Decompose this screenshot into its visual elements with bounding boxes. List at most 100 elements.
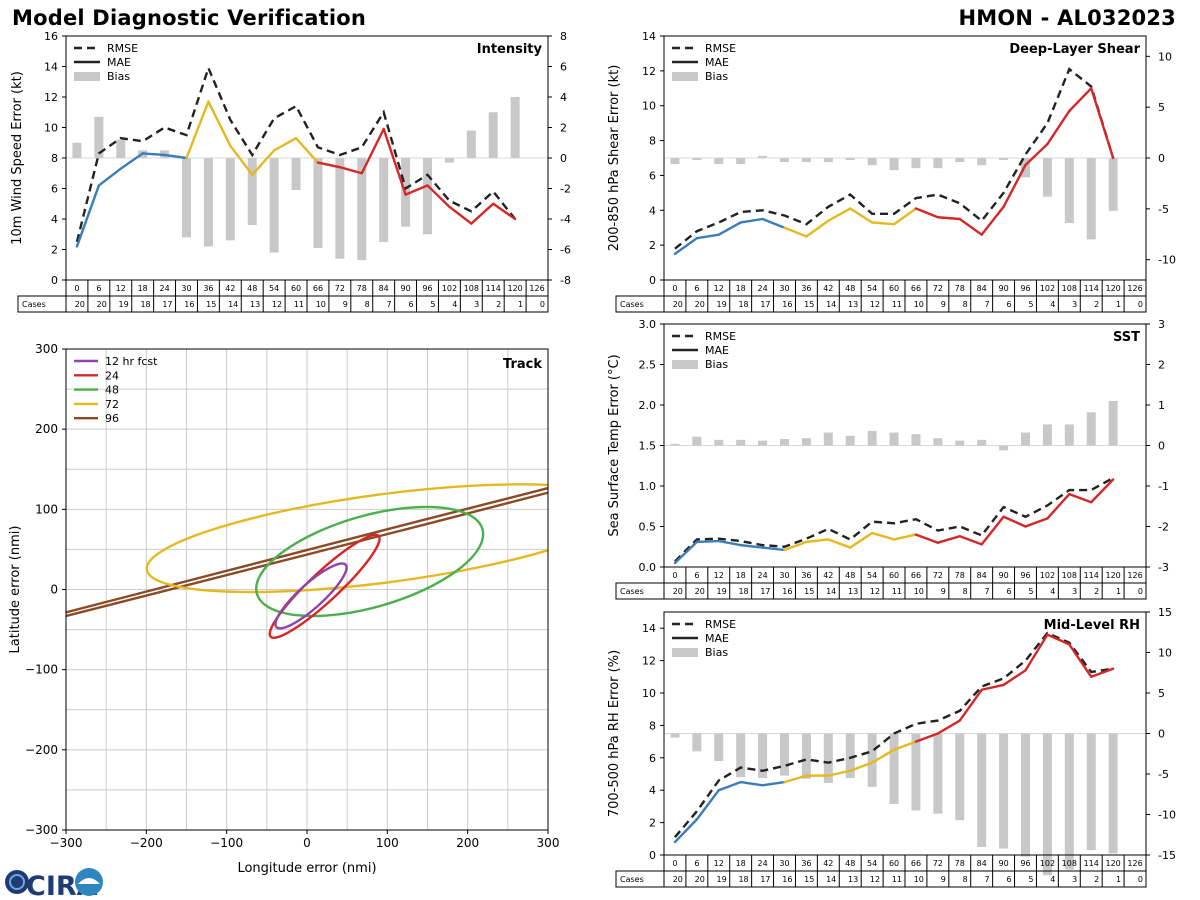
sst-cases-cell: 5	[1028, 587, 1033, 596]
shear-y2tick-label: 5	[1158, 101, 1165, 114]
shear-bias-bar	[801, 158, 811, 163]
rh-leadtime-cell: 84	[977, 859, 987, 868]
intensity-mae-segment	[119, 152, 144, 170]
shear-bias-bar	[867, 158, 877, 166]
sst-mae-segment	[980, 515, 1005, 546]
rh-cases-cell: 17	[760, 875, 770, 884]
sst-cases-cell: 8	[963, 587, 968, 596]
sst-bias-bar	[955, 440, 965, 446]
intensity-mae-segment	[492, 202, 517, 221]
rh-leadtime-cell: 42	[823, 859, 833, 868]
intensity-legend-bias: Bias	[107, 70, 130, 83]
rh-y2tick-label: -10	[1158, 809, 1176, 822]
shear-ytick-label: 4	[649, 204, 656, 217]
sst-bias-bar	[889, 432, 899, 446]
intensity-cases-cell: 11	[294, 300, 304, 309]
track-ytick-label: −300	[25, 823, 58, 837]
sst-mae-segment	[1090, 478, 1115, 504]
rh-ytick-label: 10	[642, 687, 656, 700]
intensity-cases-cell: 18	[140, 300, 150, 309]
rh-cases-cell: 16	[782, 875, 792, 884]
intensity-leadtime-cell: 42	[225, 284, 235, 293]
intensity-bias-bar	[291, 158, 301, 191]
intensity-leadtime-cell: 0	[74, 284, 79, 293]
intensity-bias-bar	[466, 130, 476, 158]
sst-title: SST	[1113, 330, 1140, 345]
intensity-cases-label: Cases	[22, 300, 46, 309]
rh-cases-cell: 20	[695, 875, 705, 884]
shear-legend-mae: MAE	[705, 56, 729, 69]
intensity-leadtime-cell: 126	[529, 284, 544, 293]
sst-mae-segment	[936, 535, 961, 544]
rh-leadtime-cell: 72	[933, 859, 943, 868]
sst-mae-segment	[717, 539, 742, 547]
rh-mae-segment	[892, 740, 918, 751]
intensity-cases-cell: 8	[365, 300, 370, 309]
rh-cases-cell: 18	[738, 875, 748, 884]
satellite-wave	[78, 878, 100, 884]
globe-icon	[5, 870, 29, 894]
shear-leadtime-cell: 102	[1040, 284, 1055, 293]
intensity-cases-cell: 4	[452, 300, 457, 309]
rh-bias-bar	[1042, 733, 1052, 876]
rh-cases-cell: 3	[1072, 875, 1077, 884]
sst-leadtime-cell: 96	[1020, 571, 1030, 580]
intensity-cases-cell: 6	[408, 300, 413, 309]
rh-ytick-label: 6	[649, 752, 656, 765]
sst-leadtime-cell: 78	[955, 571, 965, 580]
sst-cases-cell: 2	[1094, 587, 1099, 596]
shear-ytick-label: 14	[642, 30, 656, 43]
shear-bias-bar	[1108, 158, 1118, 211]
shear-ytick-label: 6	[649, 169, 656, 182]
shear-leadtime-cell: 60	[889, 284, 899, 293]
shear-cases-cell: 7	[985, 300, 990, 309]
rh-leadtime-cell: 54	[867, 859, 877, 868]
track-legend-label: 48	[105, 384, 119, 397]
intensity-ytick-label: 0	[51, 274, 58, 287]
shear-leadtime-cell: 18	[736, 284, 746, 293]
shear-cases-cell: 10	[914, 300, 924, 309]
rh-mae-segment	[980, 683, 1005, 691]
rh-mae-segment	[739, 780, 764, 787]
intensity-mae-segment	[251, 149, 276, 176]
shear-cases-cell: 2	[1094, 300, 1099, 309]
shear-cases-label: Cases	[620, 300, 644, 309]
sst-bias-bar	[1042, 424, 1052, 446]
intensity-leadtime-cell: 120	[507, 284, 522, 293]
intensity-mae-segment	[382, 127, 407, 196]
rh-leadtime-cell: 126	[1127, 859, 1142, 868]
intensity-rmse-line	[75, 64, 517, 243]
sst-cases-cell: 20	[695, 587, 705, 596]
intensity-cases-cell: 12	[272, 300, 282, 309]
shear-cases-cell: 17	[760, 300, 770, 309]
intensity-ytick-label: 12	[44, 91, 58, 104]
shear-mae-segment	[739, 217, 764, 224]
rh-bias-bar	[955, 733, 965, 821]
intensity-cases-cell: 5	[430, 300, 435, 309]
rh-cases-cell: 9	[941, 875, 946, 884]
sst-leadtime-cell: 42	[823, 571, 833, 580]
shear-bias-bar	[1064, 158, 1074, 224]
shear-bias-bar	[889, 158, 899, 171]
intensity-bias-bar	[225, 158, 235, 241]
track-ellipses	[66, 349, 548, 830]
sst-y2tick-label: -3	[1158, 561, 1169, 574]
shear-leadtime-cell: 84	[977, 284, 987, 293]
rh-bias-bar	[1021, 733, 1030, 857]
sst-bias-bar	[845, 435, 855, 446]
sst-y2tick-label: 2	[1158, 359, 1165, 372]
intensity-leadtime-cell: 30	[181, 284, 191, 293]
shear-cases-cell: 9	[941, 300, 946, 309]
rh-mae-segment	[870, 748, 896, 764]
sst-cases-cell: 13	[848, 587, 858, 596]
sst-mae-segment	[849, 531, 874, 549]
rh-mae-segment	[827, 769, 852, 777]
shear-leadtime-cell: 48	[845, 284, 855, 293]
sst-y2tick-label: 0	[1158, 440, 1165, 453]
rh-bias-bar	[670, 733, 680, 738]
sst-y2tick-label: 3	[1158, 318, 1165, 331]
sst-cases-cell: 10	[914, 587, 924, 596]
sst-legend-rmse: RMSE	[705, 330, 736, 343]
shear-leadtime-cell: 120	[1105, 284, 1120, 293]
